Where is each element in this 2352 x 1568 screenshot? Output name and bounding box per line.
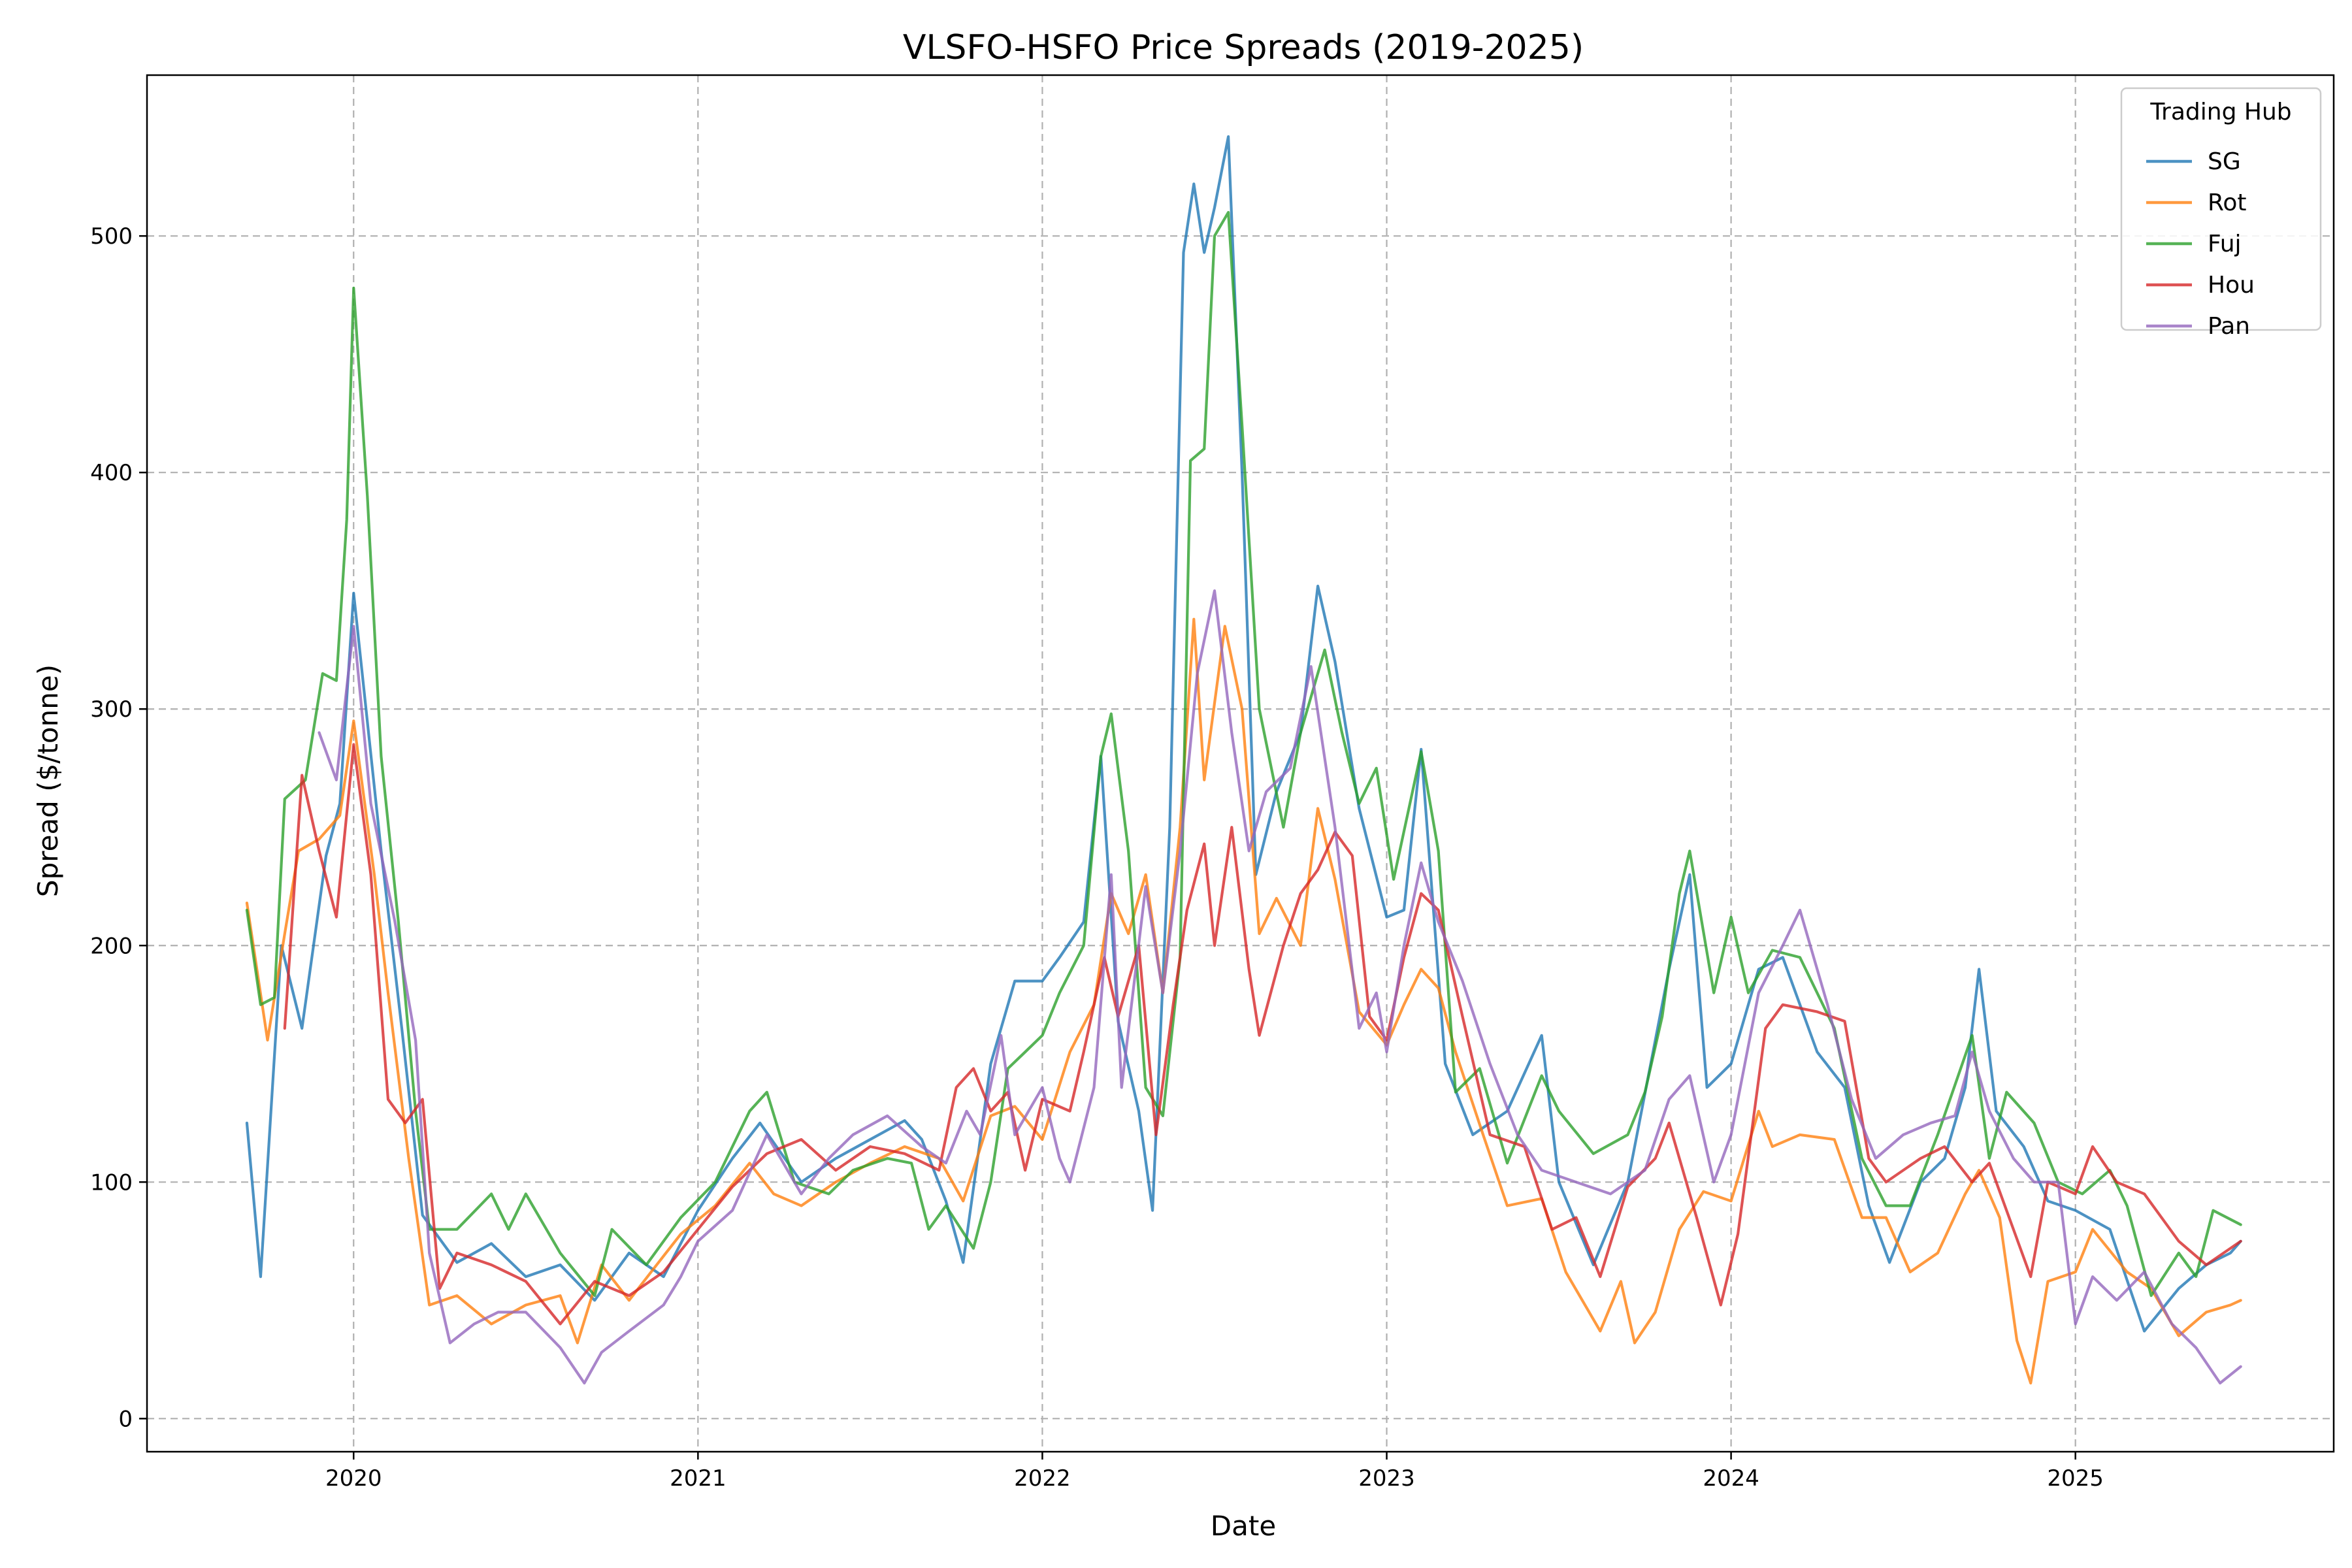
x-axis-label: Date — [1211, 1510, 1276, 1542]
y-tick-label: 300 — [90, 696, 133, 723]
series-line-sg — [245, 135, 2242, 1333]
y-tick-label: 400 — [90, 460, 133, 486]
series-lines — [245, 135, 2242, 1385]
y-axis: 0 100 200 300 400 500 — [90, 223, 147, 1432]
y-tick-label: 200 — [90, 933, 133, 959]
legend: Trading Hub SG Rot Fuj Hou Pan — [2120, 87, 2322, 340]
x-tick-label: 2022 — [1014, 1465, 1071, 1492]
series-line-pan — [318, 589, 2242, 1385]
x-tick-label: 2024 — [1703, 1465, 1759, 1492]
gridlines — [147, 75, 2334, 1452]
legend-label-pan: Pan — [2208, 313, 2250, 340]
y-tick-label: 100 — [90, 1169, 133, 1196]
chart-title: VLSFO-HSFO Price Spreads (2019-2025) — [903, 28, 1584, 67]
series-line-hou — [283, 743, 2242, 1326]
x-tick-label: 2021 — [670, 1465, 727, 1492]
legend-label-rot: Rot — [2208, 189, 2247, 216]
legend-box — [2120, 87, 2322, 331]
legend-label-hou: Hou — [2208, 272, 2255, 299]
y-axis-label: Spread ($/tonne) — [32, 664, 64, 897]
legend-title: Trading Hub — [2149, 99, 2291, 125]
x-axis: 2020 2021 2022 2023 2024 2025 — [325, 1452, 2104, 1492]
series-line-rot — [245, 617, 2242, 1385]
y-tick-label: 500 — [90, 223, 133, 250]
x-tick-label: 2025 — [2047, 1465, 2104, 1492]
legend-label-sg: SG — [2208, 148, 2241, 175]
series-line-fuj — [245, 210, 2242, 1298]
y-tick-label: 0 — [118, 1406, 133, 1432]
x-tick-label: 2020 — [325, 1465, 382, 1492]
legend-label-fuj: Fuj — [2208, 231, 2242, 257]
x-tick-label: 2023 — [1358, 1465, 1415, 1492]
plot-frame — [146, 74, 2335, 1453]
